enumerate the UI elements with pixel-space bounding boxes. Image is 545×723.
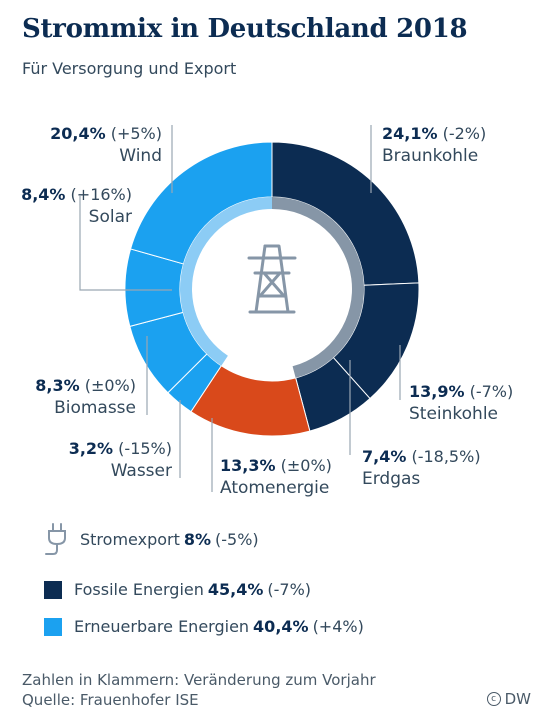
export-value: 8% <box>183 529 212 549</box>
inner-ring-fossil <box>272 197 365 378</box>
name-wind: Wind <box>119 146 162 166</box>
export-label: Stromexport <box>80 529 180 549</box>
legend-change-renewable: (+4%) <box>312 617 364 636</box>
label-braunkohle: 24,1% (-2%) Braunkohle <box>382 123 486 167</box>
power-pylon-icon <box>247 244 297 314</box>
change-braunkohle: (-2%) <box>442 124 487 143</box>
footer: Zahlen in Klammern: Veränderung zum Vorj… <box>22 670 376 710</box>
legend-change-fossil: (-7%) <box>267 580 312 599</box>
label-solar: 8,4% (+16%) Solar <box>21 184 132 228</box>
chart-title: Strommix in Deutschland 2018 <box>22 14 468 44</box>
chart-subtitle: Für Versorgung und Export <box>22 59 237 78</box>
value-steinkohle: 13,9% <box>409 382 465 401</box>
name-biomasse: Biomasse <box>54 398 136 418</box>
change-wind: (+5%) <box>110 124 162 143</box>
legend-label-fossil: Fossile Energien <box>74 580 204 599</box>
label-wasser: 3,2% (-15%) Wasser <box>69 438 172 482</box>
legend-label-renewable: Erneuerbare Energien <box>74 617 250 636</box>
value-wind: 20,4% <box>50 124 106 143</box>
copyright-icon: c <box>486 692 501 706</box>
label-atomenergie: 13,3% (±0%) Atomenergie <box>220 455 332 499</box>
change-solar: (+16%) <box>70 185 132 204</box>
legend-value-renewable: 40,4% <box>253 617 309 636</box>
name-erdgas: Erdgas <box>362 469 421 489</box>
legend-item-fossil: Fossile Energien 45,4% (-7%) <box>44 580 311 599</box>
leader-lines <box>79 125 401 492</box>
value-braunkohle: 24,1% <box>382 124 438 143</box>
label-wind: 20,4% (+5%) Wind <box>50 123 162 167</box>
change-erdgas: (-18,5%) <box>411 447 481 466</box>
change-atomenergie: (±0%) <box>280 456 332 475</box>
footer-note: Zahlen in Klammern: Veränderung zum Vorj… <box>22 671 376 689</box>
footer-source: Quelle: Frauenhofer ISE <box>22 691 199 709</box>
change-wasser: (-15%) <box>118 439 172 458</box>
leader-line-solar <box>79 196 172 291</box>
label-biomasse: 8,3% (±0%) Biomasse <box>35 375 136 419</box>
name-solar: Solar <box>88 207 132 227</box>
inner-ring-renewable <box>180 197 272 366</box>
value-wasser: 3,2% <box>68 439 114 458</box>
name-wasser: Wasser <box>110 461 172 481</box>
legend-swatch-renewable <box>44 617 62 636</box>
value-erdgas: 7,4% <box>362 447 407 466</box>
change-steinkohle: (-7%) <box>469 382 514 401</box>
change-biomasse: (±0%) <box>84 376 136 395</box>
value-solar: 8,4% <box>21 185 66 204</box>
name-atomenergie: Atomenergie <box>220 478 330 498</box>
legend-value-fossil: 45,4% <box>207 580 264 599</box>
inner-ring <box>180 197 365 378</box>
donut-slices <box>124 141 420 437</box>
name-braunkohle: Braunkohle <box>382 146 479 166</box>
value-atomenergie: 13,3% <box>220 456 276 475</box>
label-steinkohle: 13,9% (-7%) Steinkohle <box>409 381 513 425</box>
label-erdgas: 7,4% (-18,5%) Erdgas <box>362 446 481 490</box>
export-row: Stromexport 8% (-5%) <box>44 522 259 556</box>
export-change: (-5%) <box>215 529 259 549</box>
dw-credit: c DW <box>486 690 531 708</box>
legend-item-renewable: Erneuerbare Energien 40,4% (+4%) <box>44 617 364 636</box>
plug-icon <box>44 522 70 556</box>
legend-swatch-fossil <box>44 580 62 599</box>
dw-logo-text: DW <box>504 690 531 708</box>
name-steinkohle: Steinkohle <box>409 404 499 424</box>
value-biomasse: 8,3% <box>35 376 80 395</box>
